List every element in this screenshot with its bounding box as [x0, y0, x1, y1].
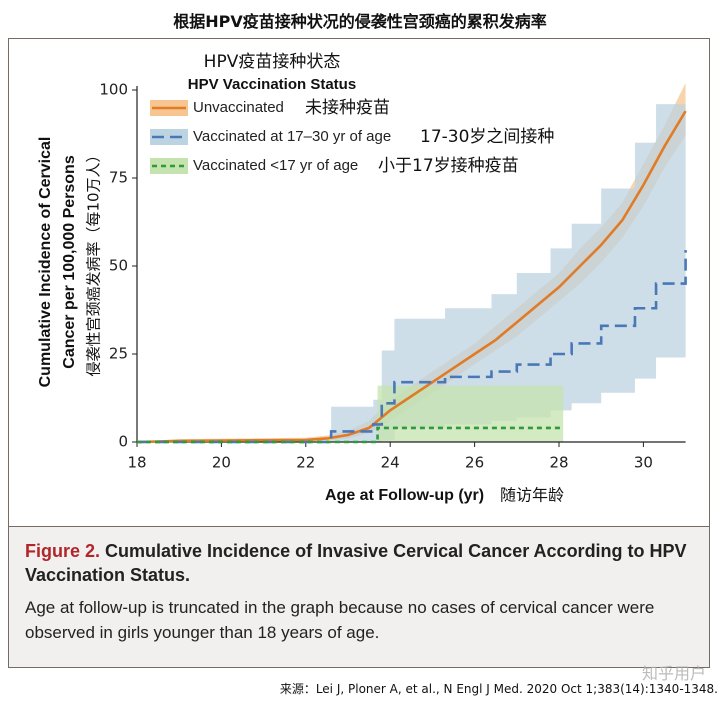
legend-label-zh: 17-30岁之间接种: [420, 127, 554, 147]
legend-label-zh: 未接种疫苗: [305, 98, 390, 118]
y-tick-label: 50: [109, 257, 128, 275]
x-axis-label: Age at Follow-up (yr): [325, 487, 484, 504]
watermark: 知乎用户: [641, 664, 706, 683]
y-tick-label: 75: [109, 169, 128, 187]
x-axis-label-zh: 随访年龄: [500, 486, 564, 505]
legend-swatch: [150, 129, 188, 145]
y-tick-label: 0: [118, 433, 128, 451]
x-tick-label: 26: [465, 454, 484, 472]
x-tick-label: 22: [296, 454, 315, 472]
y-axis-label: 侵袭性宫颈癌发病率（每10万人）: [85, 147, 103, 376]
caption-text: Age at follow-up is truncated in the gra…: [25, 598, 655, 642]
caption-title: Figure 2. Cumulative Incidence of Invasi…: [25, 539, 693, 587]
legend-label: Vaccinated at 17–30 yr of age: [193, 128, 391, 145]
x-tick-label: 24: [381, 454, 400, 472]
legend-swatch: [150, 158, 188, 174]
y-axis-label: Cancer per 100,000 Persons: [61, 155, 78, 369]
x-tick-label: 30: [634, 454, 653, 472]
caption-heading: Cumulative Incidence of Invasive Cervica…: [25, 541, 687, 585]
caption-label: Figure 2.: [25, 541, 101, 561]
figure-frame: [8, 38, 710, 668]
y-tick-label: 25: [109, 345, 128, 363]
legend-title: HPV Vaccination Status: [188, 76, 356, 93]
y-tick-label: 100: [99, 81, 128, 99]
legend-title-zh: HPV疫苗接种状态: [204, 52, 341, 72]
y-axis-label: Cumulative Incidence of Cervical: [37, 137, 54, 388]
confidence-band: [137, 104, 686, 442]
legend-label: Unvaccinated: [193, 99, 284, 116]
chart: 0 25 50 75 100 18 20 22 24 26 28 30 HPV疫苗接种状态 HPV Vac…: [37, 52, 687, 505]
legend-label-zh: 小于17岁接种疫苗: [378, 156, 519, 176]
x-tick-label: 28: [549, 454, 568, 472]
series-line: [137, 426, 564, 444]
series-line: [137, 250, 687, 444]
caption: Figure 2. Cumulative Incidence of Invasi…: [9, 526, 709, 667]
page-title: 根据HPV疫苗接种状况的侵袭性宫颈癌的累积发病率: [173, 12, 547, 31]
series-line: [136, 110, 687, 444]
x-tick-label: 18: [127, 454, 146, 472]
x-tick-label: 20: [212, 454, 231, 472]
source: 来源：Lei J, Ploner A, et al., N Engl J Med…: [279, 682, 718, 696]
legend-label: Vaccinated <17 yr of age: [193, 157, 358, 174]
